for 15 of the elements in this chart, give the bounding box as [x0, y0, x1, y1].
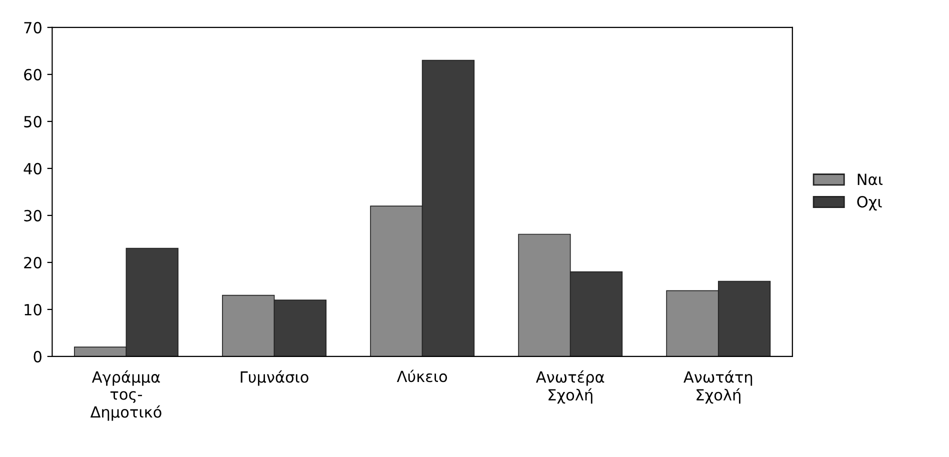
legend-label: Οχι [857, 196, 882, 211]
y-tick-label: 10 [24, 304, 42, 316]
y-tick-label: 50 [24, 116, 42, 128]
y-tick-label: 60 [24, 68, 42, 80]
x-tick-label: Αγράμμα τος- Δημοτικό [90, 370, 162, 421]
x-tick-label: Ανωτάτη Σχολή [684, 370, 752, 404]
y-tick-label: 70 [24, 22, 42, 34]
y-tick-label: 0 [34, 350, 42, 362]
y-tick-label: 20 [24, 256, 42, 268]
x-tick-label: Ανωτέρα Σχολή [536, 370, 604, 404]
x-tick-label: Λύκειο [396, 370, 448, 382]
legend-label: Ναι [858, 174, 882, 186]
y-tick-label: 30 [24, 210, 42, 222]
x-tick-label: Γυμνάσιο [240, 370, 308, 386]
y-tick-label: 40 [24, 162, 42, 174]
